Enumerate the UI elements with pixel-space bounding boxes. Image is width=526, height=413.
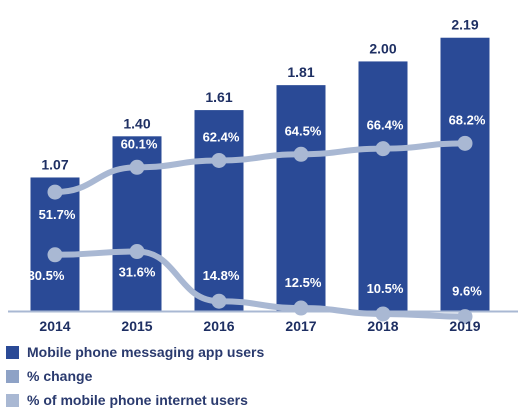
legend: Mobile phone messaging app users % chang… bbox=[6, 340, 516, 412]
internet-users-label: 64.5% bbox=[285, 123, 322, 138]
percent-change-point bbox=[457, 309, 473, 325]
percent-change-point bbox=[375, 306, 391, 322]
percent-change-point bbox=[293, 300, 309, 316]
bar-2018 bbox=[358, 61, 408, 311]
legend-item-internet-users: % of mobile phone internet users bbox=[6, 388, 516, 412]
percent-change-label: 10.5% bbox=[367, 281, 404, 296]
internet-users-point bbox=[211, 152, 227, 168]
internet-users-point bbox=[47, 184, 63, 200]
internet-users-label: 68.2% bbox=[449, 112, 486, 127]
bar-value-label: 2.00 bbox=[369, 40, 396, 56]
percent-change-point bbox=[129, 244, 145, 260]
bar-value-label: 1.07 bbox=[41, 156, 68, 172]
legend-label: Mobile phone messaging app users bbox=[27, 344, 265, 360]
internet-users-point bbox=[375, 141, 391, 157]
percent-change-label: 12.5% bbox=[285, 275, 322, 290]
x-tick-label: 2019 bbox=[449, 318, 480, 334]
internet-users-label: 66.4% bbox=[367, 118, 404, 133]
x-tick-label: 2015 bbox=[121, 318, 152, 334]
legend-swatch-bar bbox=[6, 345, 19, 359]
percent-change-point bbox=[211, 293, 227, 309]
internet-users-label: 51.7% bbox=[39, 207, 76, 222]
bar-2017 bbox=[276, 85, 326, 311]
bar-2016 bbox=[194, 110, 244, 311]
percent-change-point bbox=[47, 247, 63, 263]
internet-users-point bbox=[293, 146, 309, 162]
percent-change-label: 30.5% bbox=[28, 268, 65, 283]
bar-2019 bbox=[440, 37, 490, 312]
legend-item-messaging-app-users: Mobile phone messaging app users bbox=[6, 340, 516, 364]
internet-users-label: 60.1% bbox=[121, 136, 158, 151]
x-tick-label: 2014 bbox=[39, 318, 70, 334]
x-tick-label: 2016 bbox=[203, 318, 234, 334]
internet-users-point bbox=[457, 135, 473, 151]
percent-change-label: 31.6% bbox=[119, 265, 156, 280]
internet-users-point bbox=[129, 159, 145, 175]
percent-change-label: 14.8% bbox=[203, 268, 240, 283]
legend-label: % of mobile phone internet users bbox=[27, 392, 248, 408]
internet-users-label: 62.4% bbox=[203, 129, 240, 144]
x-tick-label: 2018 bbox=[367, 318, 398, 334]
bar-value-label: 2.19 bbox=[451, 17, 478, 33]
bar-value-label: 1.81 bbox=[287, 64, 314, 80]
internet-users-line bbox=[52, 140, 468, 196]
percent-change-label: 9.6% bbox=[452, 284, 482, 299]
legend-swatch-internet bbox=[6, 393, 19, 407]
bar-value-label: 1.40 bbox=[123, 115, 150, 131]
x-tick-label: 2017 bbox=[285, 318, 316, 334]
bar-2014 bbox=[30, 177, 80, 311]
legend-item-percent-change: % change bbox=[6, 364, 516, 388]
bar-value-label: 1.61 bbox=[205, 89, 232, 105]
legend-label: % change bbox=[27, 368, 93, 384]
legend-swatch-change bbox=[6, 369, 19, 383]
